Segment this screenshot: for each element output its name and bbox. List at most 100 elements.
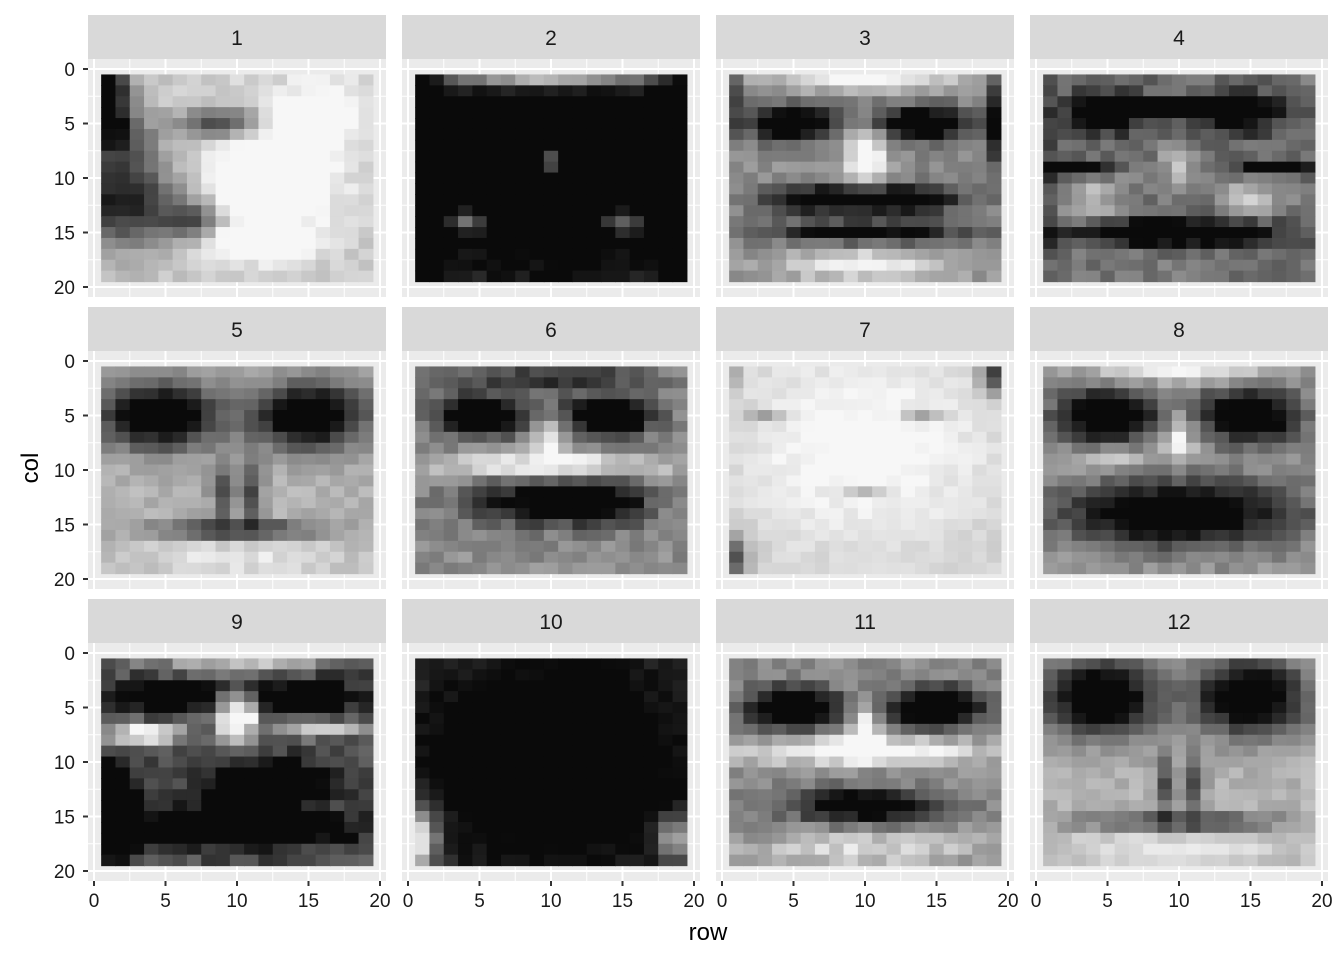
pixel-cell xyxy=(586,216,602,228)
pixel-cell xyxy=(429,475,445,487)
pixel-cell xyxy=(1200,377,1216,389)
pixel-cell xyxy=(272,377,288,389)
pixel-cell xyxy=(915,712,930,725)
pixel-cell xyxy=(358,519,374,531)
pixel-cell xyxy=(1200,508,1216,520)
pixel-cell xyxy=(772,832,787,845)
pixel-cell xyxy=(857,562,873,575)
pixel-cell xyxy=(643,227,659,239)
pixel-cell xyxy=(1257,227,1273,239)
pixel-cell xyxy=(1286,508,1302,520)
pixel-cell xyxy=(1286,96,1302,108)
pixel-cell xyxy=(201,464,217,477)
pixel-cell xyxy=(1271,237,1287,250)
pixel-cell xyxy=(886,161,902,174)
pixel-cell xyxy=(1286,519,1302,531)
pixel-cell xyxy=(287,183,302,195)
pixel-cell xyxy=(615,832,631,845)
pixel-cell xyxy=(172,107,188,119)
pixel-cell xyxy=(814,377,830,389)
pixel-cell xyxy=(229,800,245,812)
pixel-cell xyxy=(843,399,859,411)
pixel-cell xyxy=(244,453,260,466)
pixel-cell xyxy=(429,464,445,477)
pixel-cell xyxy=(458,691,473,703)
pixel-cell xyxy=(1271,519,1287,531)
pixel-cell xyxy=(1243,118,1259,130)
pixel-cell xyxy=(1086,216,1101,228)
pixel-cell xyxy=(601,811,616,823)
pixel-cell xyxy=(1286,811,1302,823)
pixel-cell xyxy=(1171,680,1187,692)
pixel-cell xyxy=(786,486,802,498)
pixel-cell xyxy=(972,410,988,422)
pixel-cell xyxy=(415,486,431,498)
pixel-cell xyxy=(658,800,674,812)
pixel-cell xyxy=(757,442,773,455)
pixel-cell xyxy=(329,508,345,520)
pixel-cell xyxy=(258,216,274,228)
pixel-cell xyxy=(101,800,117,812)
pixel-cell xyxy=(486,551,502,564)
pixel-cell xyxy=(229,529,245,542)
pixel-cell xyxy=(429,821,445,834)
pixel-cell xyxy=(1157,442,1173,455)
pixel-cell xyxy=(743,453,759,466)
pixel-cell xyxy=(1271,194,1287,206)
pixel-cell xyxy=(1300,128,1316,141)
pixel-cell xyxy=(601,420,616,433)
pixel-cell xyxy=(443,442,459,455)
pixel-cell xyxy=(500,431,516,444)
pixel-cell xyxy=(244,442,260,455)
pixel-cell xyxy=(829,377,845,389)
pixel-cell xyxy=(158,508,174,520)
pixel-cell xyxy=(500,723,516,736)
pixel-cell xyxy=(486,205,502,217)
pixel-cell xyxy=(287,658,302,670)
pixel-cell xyxy=(1286,259,1302,272)
pixel-cell xyxy=(543,519,559,531)
pixel-cell xyxy=(800,118,816,130)
pixel-cell xyxy=(672,486,688,498)
pixel-cell xyxy=(1257,854,1273,867)
pixel-cell xyxy=(101,778,117,790)
pixel-cell xyxy=(1300,410,1316,422)
pixel-cell xyxy=(358,420,374,433)
pixel-cell xyxy=(915,420,930,433)
pixel-cell xyxy=(258,96,274,108)
pixel-cell xyxy=(672,767,688,779)
pixel-cell xyxy=(244,74,260,86)
pixel-cell xyxy=(615,410,631,422)
pixel-cell xyxy=(415,680,431,692)
pixel-cell xyxy=(244,734,260,747)
pixel-cell xyxy=(558,399,574,411)
pixel-cell xyxy=(658,259,674,272)
pixel-cell xyxy=(1071,107,1087,119)
pixel-cell xyxy=(429,745,445,758)
pixel-cell xyxy=(615,767,631,779)
pixel-cell xyxy=(1271,431,1287,444)
pixel-cell xyxy=(1186,205,1202,217)
pixel-cell xyxy=(1057,811,1073,823)
pixel-cell xyxy=(1171,377,1187,389)
pixel-cell xyxy=(615,745,631,758)
pixel-cell xyxy=(829,540,845,553)
pixel-cell xyxy=(1100,420,1116,433)
pixel-cell xyxy=(1257,420,1273,433)
pixel-cell xyxy=(1229,194,1244,206)
pixel-cell xyxy=(800,843,816,856)
pixel-cell xyxy=(1043,85,1059,97)
pixel-cell xyxy=(558,562,574,575)
pixel-cell xyxy=(215,529,231,542)
pixel-cell xyxy=(929,194,945,206)
pixel-cell xyxy=(287,800,302,812)
pixel-cell xyxy=(344,442,360,455)
pixel-cell xyxy=(500,680,516,692)
pixel-cell xyxy=(857,139,873,152)
pixel-cell xyxy=(358,107,374,119)
pixel-cell xyxy=(158,680,174,692)
pixel-cell xyxy=(672,205,688,217)
pixel-cell xyxy=(743,377,759,389)
pixel-cell xyxy=(900,745,916,758)
pixel-cell xyxy=(1171,562,1187,575)
